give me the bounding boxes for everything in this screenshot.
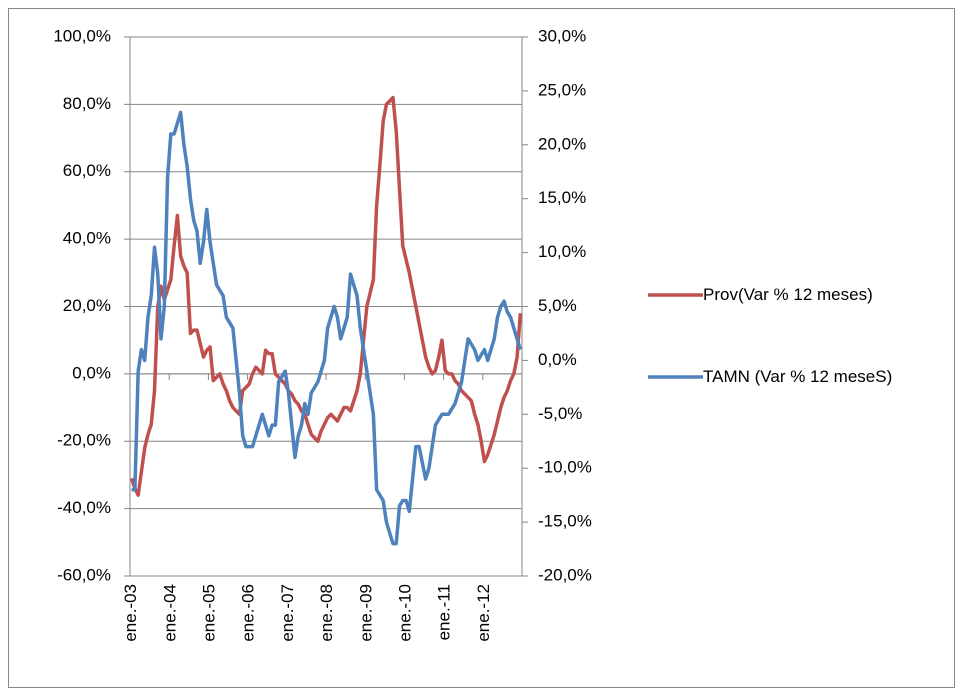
y2-tick-label: -5,0%	[538, 404, 582, 423]
x-tick-label: ene.-12	[474, 584, 493, 642]
y-tick-label: 60,0%	[63, 161, 111, 180]
legend-entry: TAMN (Var % 12 meseS)	[703, 367, 893, 386]
y-tick-label: 40,0%	[63, 229, 111, 248]
x-tick-label: ene.-05	[200, 584, 219, 642]
y2-tick-label: 10,0%	[538, 242, 586, 261]
y2-tick-label: 25,0%	[538, 80, 586, 99]
chart-border	[8, 8, 955, 688]
x-tick-label: ene.-11	[435, 584, 454, 640]
legend-label: TAMN (Var % 12 meseS)	[703, 367, 893, 386]
legend-label: Prov(Var % 12 meses)	[703, 285, 873, 304]
x-tick-label: ene.-10	[396, 584, 415, 642]
series-line	[131, 110, 523, 546]
y-tick-label: 100,0%	[53, 26, 111, 45]
y2-tick-label: 5,0%	[538, 296, 577, 315]
y-tick-label: 80,0%	[63, 94, 111, 113]
y2-tick-label: 15,0%	[538, 188, 586, 207]
y-tick-label: -20,0%	[57, 431, 111, 450]
x-tick-label: ene.-09	[356, 584, 375, 642]
y-tick-label: -40,0%	[57, 498, 111, 517]
x-tick-label: ene.-03	[121, 584, 140, 642]
y-tick-label: 20,0%	[63, 296, 111, 315]
y2-tick-label: -20,0%	[538, 565, 592, 584]
x-tick-label: ene.-04	[160, 584, 179, 642]
y-tick-label: 0,0%	[72, 363, 111, 382]
x-tick-label: ene.-08	[317, 584, 336, 642]
y2-tick-label: -15,0%	[538, 512, 592, 531]
y2-tick-label: 0,0%	[538, 350, 577, 369]
y2-tick-label: 30,0%	[538, 26, 586, 45]
legend-entry: Prov(Var % 12 meses)	[703, 285, 873, 304]
x-tick-label: ene.-07	[278, 584, 297, 642]
x-tick-label: ene.-06	[239, 584, 258, 642]
y2-tick-label: -10,0%	[538, 458, 592, 477]
y-tick-label: -60,0%	[57, 565, 111, 584]
y2-tick-label: 20,0%	[538, 134, 586, 153]
series-line	[129, 95, 523, 497]
